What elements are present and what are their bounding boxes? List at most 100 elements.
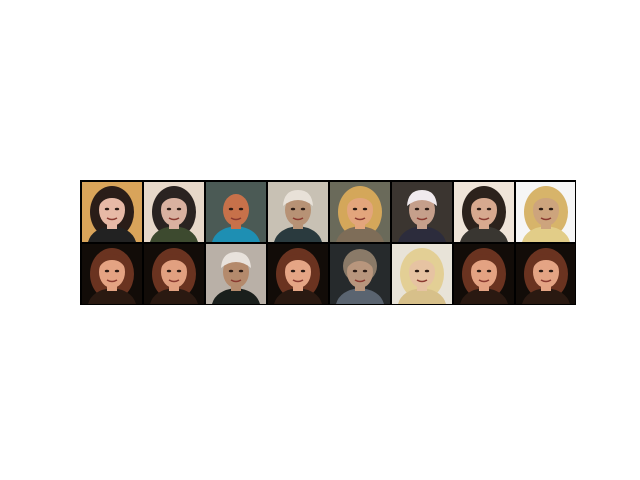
face-tile-r2-c3	[206, 244, 266, 304]
mouth	[230, 279, 242, 283]
face-tile-r2-c6	[392, 244, 452, 304]
mouth	[416, 217, 428, 221]
shoulders	[88, 288, 136, 304]
left-eye	[414, 269, 420, 273]
face	[533, 256, 559, 288]
face-tile-r2-c5	[330, 244, 390, 304]
face-image	[454, 244, 514, 304]
mouth	[478, 217, 490, 221]
shoulders	[212, 226, 260, 242]
face-image	[330, 244, 390, 304]
face-image	[330, 182, 390, 242]
mouth	[354, 279, 366, 283]
left-eye	[476, 269, 482, 273]
right-eye	[548, 207, 554, 211]
right-eye	[486, 207, 492, 211]
left-eye	[290, 207, 296, 211]
face-tile-r1-c7	[454, 182, 514, 242]
right-eye	[238, 207, 244, 211]
face-tile-r1-c2	[144, 182, 204, 242]
shoulders	[522, 288, 570, 304]
right-eye	[424, 269, 430, 273]
face	[285, 194, 311, 226]
cap	[221, 252, 251, 268]
mouth	[292, 279, 304, 283]
shoulders	[274, 288, 322, 304]
face	[533, 194, 559, 226]
shoulders	[336, 288, 384, 304]
face-image	[454, 182, 514, 242]
left-eye	[166, 207, 172, 211]
face-tile-r1-c6	[392, 182, 452, 242]
face	[409, 256, 435, 288]
left-eye	[290, 269, 296, 273]
right-eye	[300, 269, 306, 273]
face	[347, 256, 373, 288]
shoulders	[274, 226, 322, 242]
face-tile-r2-c8	[516, 244, 575, 304]
hair-fringe	[532, 192, 560, 208]
left-eye	[352, 207, 358, 211]
shoulders	[88, 226, 136, 242]
face	[347, 194, 373, 226]
face-image	[392, 244, 452, 304]
face-image	[516, 244, 575, 304]
left-eye	[414, 207, 420, 211]
mouth	[292, 217, 304, 221]
right-eye	[486, 269, 492, 273]
left-eye	[352, 269, 358, 273]
shoulders	[398, 288, 446, 304]
left-eye	[166, 269, 172, 273]
face	[99, 194, 125, 226]
right-eye	[114, 269, 120, 273]
right-eye	[362, 269, 368, 273]
left-eye	[538, 207, 544, 211]
shoulders	[150, 226, 198, 242]
face-image	[516, 182, 575, 242]
shoulders	[460, 226, 508, 242]
mouth	[168, 279, 180, 283]
left-eye	[104, 207, 110, 211]
face-image	[144, 244, 204, 304]
hair-fringe	[160, 254, 188, 270]
face-image	[82, 244, 142, 304]
right-eye	[424, 207, 430, 211]
face-tile-r2-c2	[144, 244, 204, 304]
shoulders	[150, 288, 198, 304]
shoulders	[460, 288, 508, 304]
hair-fringe	[284, 254, 312, 270]
hair-fringe	[346, 192, 374, 208]
right-eye	[238, 269, 244, 273]
face-tile-r1-c1	[82, 182, 142, 242]
hair-fringe	[408, 254, 436, 270]
left-eye	[476, 207, 482, 211]
face	[471, 194, 497, 226]
face-tile-r1-c4	[268, 182, 328, 242]
face	[223, 194, 249, 226]
left-eye	[104, 269, 110, 273]
face-tile-r2-c1	[82, 244, 142, 304]
shoulders	[212, 288, 260, 304]
mouth	[106, 279, 118, 283]
right-eye	[548, 269, 554, 273]
face	[99, 256, 125, 288]
face-tile-r1-c5	[330, 182, 390, 242]
left-eye	[228, 269, 234, 273]
face-image	[206, 244, 266, 304]
face	[409, 194, 435, 226]
mouth	[540, 217, 552, 221]
face-tile-r1-c8	[516, 182, 575, 242]
shoulders	[398, 226, 446, 242]
face	[471, 256, 497, 288]
face-tile-r1-c3	[206, 182, 266, 242]
face-image	[206, 182, 266, 242]
mouth	[354, 217, 366, 221]
generated-face-grid	[80, 180, 576, 305]
right-eye	[362, 207, 368, 211]
hair-fringe	[160, 192, 188, 208]
face-image	[392, 182, 452, 242]
hair-fringe	[347, 255, 373, 268]
mouth	[416, 279, 428, 283]
face	[285, 256, 311, 288]
